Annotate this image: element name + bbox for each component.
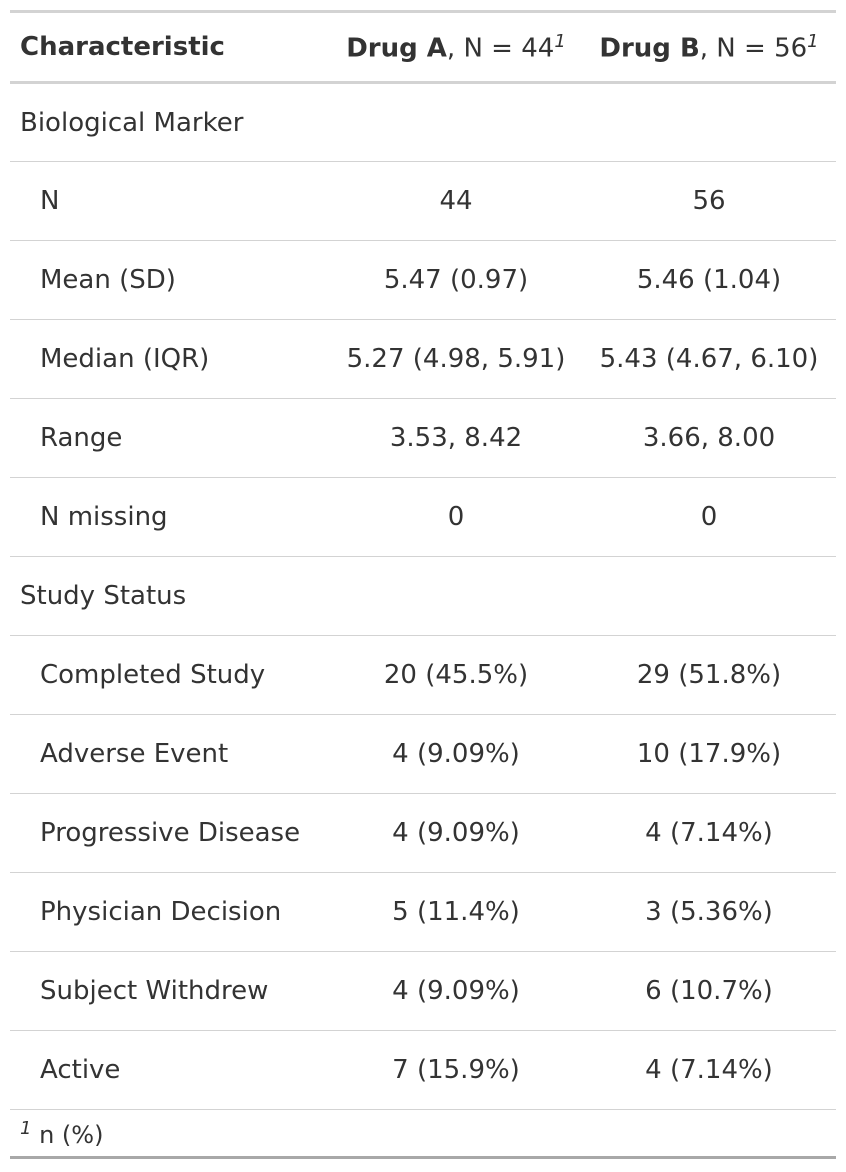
- footnote-mark: 1: [554, 30, 566, 52]
- data-row: Median (IQR) 5.27 (4.98, 5.91) 5.43 (4.67,…: [10, 319, 836, 399]
- cell-value: 3 (5.36%): [582, 872, 836, 952]
- cell-value: 5.27 (4.98, 5.91): [330, 319, 582, 399]
- row-label: Progressive Disease: [10, 793, 330, 873]
- header-row: Characteristic Drug A, N = 441 Drug B, N…: [10, 11, 836, 84]
- column-name: Drug B: [599, 33, 700, 64]
- column-name: Drug A: [346, 33, 447, 64]
- data-row: Physician Decision 5 (11.4%) 3 (5.36%): [10, 872, 836, 952]
- row-label: Mean (SD): [10, 240, 330, 320]
- cell-value: 20 (45.5%): [330, 635, 582, 715]
- footnote-text: n (%): [39, 1120, 104, 1149]
- column-n: , N = 44: [446, 33, 555, 64]
- row-label: Median (IQR): [10, 319, 330, 399]
- row-label: Active: [10, 1030, 330, 1110]
- data-row: Subject Withdrew 4 (9.09%) 6 (10.7%): [10, 951, 836, 1031]
- column-n: , N = 56: [699, 33, 808, 64]
- cell-value: 4 (7.14%): [582, 793, 836, 873]
- cell-value: 6 (10.7%): [582, 951, 836, 1031]
- cell-value: 5 (11.4%): [330, 872, 582, 952]
- cell-value: 4 (9.09%): [330, 714, 582, 794]
- row-label: Completed Study: [10, 635, 330, 715]
- data-row: Mean (SD) 5.47 (0.97) 5.46 (1.04): [10, 240, 836, 320]
- cell-value: 0: [330, 477, 582, 557]
- summary-table: Characteristic Drug A, N = 441 Drug B, N…: [10, 10, 836, 1159]
- data-row: Progressive Disease 4 (9.09%) 4 (7.14%): [10, 793, 836, 873]
- table-footer: 1 n (%): [10, 1110, 836, 1158]
- group-label: Biological Marker: [10, 82, 836, 162]
- cell-value: 4 (9.09%): [330, 793, 582, 873]
- group-row: Study Status: [10, 556, 836, 636]
- cell-value: 5.47 (0.97): [330, 240, 582, 320]
- column-header: Drug B, N = 561: [582, 11, 836, 84]
- data-row: Active 7 (15.9%) 4 (7.14%): [10, 1030, 836, 1110]
- data-row: N missing 0 0: [10, 477, 836, 557]
- header-label: Characteristic: [10, 11, 330, 84]
- cell-value: 4 (7.14%): [582, 1030, 836, 1110]
- data-row: Range 3.53, 8.42 3.66, 8.00: [10, 398, 836, 478]
- data-row: N 44 56: [10, 161, 836, 241]
- table-body: Biological Marker N 44 56 Mean (SD) 5.47 (0.9…: [10, 82, 836, 1110]
- cell-value: 4 (9.09%): [330, 951, 582, 1031]
- cell-value: 7 (15.9%): [330, 1030, 582, 1110]
- row-label: Range: [10, 398, 330, 478]
- cell-value: 0: [582, 477, 836, 557]
- footnote-mark: 1: [20, 1117, 32, 1139]
- data-row: Completed Study 20 (45.5%) 29 (51.8%): [10, 635, 836, 715]
- cell-value: 56: [582, 161, 836, 241]
- cell-value: 10 (17.9%): [582, 714, 836, 794]
- group-label: Study Status: [10, 556, 836, 636]
- row-label: Adverse Event: [10, 714, 330, 794]
- cell-value: 3.66, 8.00: [582, 398, 836, 478]
- data-row: Adverse Event 4 (9.09%) 10 (17.9%): [10, 714, 836, 794]
- group-row: Biological Marker: [10, 82, 836, 162]
- cell-value: 5.46 (1.04): [582, 240, 836, 320]
- cell-value: 3.53, 8.42: [330, 398, 582, 478]
- row-label: Physician Decision: [10, 872, 330, 952]
- row-label: N missing: [10, 477, 330, 557]
- cell-value: 5.43 (4.67, 6.10): [582, 319, 836, 399]
- cell-value: 44: [330, 161, 582, 241]
- row-label: Subject Withdrew: [10, 951, 330, 1031]
- column-header: Drug A, N = 441: [330, 11, 582, 84]
- footnote-mark: 1: [807, 30, 819, 52]
- table-header: Characteristic Drug A, N = 441 Drug B, N…: [10, 11, 836, 84]
- row-label: N: [10, 161, 330, 241]
- cell-value: 29 (51.8%): [582, 635, 836, 715]
- footnote: 1 n (%): [10, 1110, 836, 1158]
- footnote-row: 1 n (%): [10, 1110, 836, 1158]
